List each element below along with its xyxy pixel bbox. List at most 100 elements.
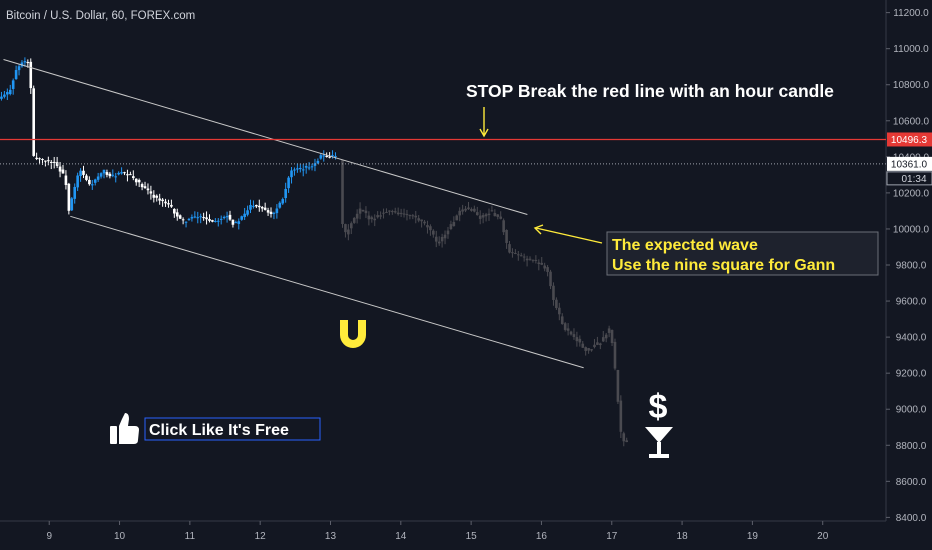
dollar-icon: $ bbox=[649, 388, 668, 426]
price-candle-body bbox=[76, 175, 79, 188]
red-price-badge-bg bbox=[887, 132, 932, 147]
channel-lower-line[interactable] bbox=[70, 215, 584, 369]
projection-candle-body bbox=[470, 208, 473, 211]
projection-candle-body bbox=[373, 218, 377, 221]
projection-candle-body bbox=[408, 215, 412, 217]
price-candle-body bbox=[214, 220, 217, 222]
expected-wave-box: The expected wave Use the nine square fo… bbox=[606, 231, 879, 276]
projection-candle-body bbox=[432, 230, 435, 235]
price-candle-body bbox=[184, 221, 188, 223]
price-candle-body bbox=[208, 219, 211, 221]
projection-candle-body bbox=[473, 208, 476, 212]
price-candle-body bbox=[38, 158, 41, 160]
price-candle-body bbox=[134, 178, 138, 183]
price-candle-body bbox=[6, 92, 9, 95]
current-price-badge-bg bbox=[887, 156, 932, 171]
red-price-label: 10496.3 bbox=[891, 135, 928, 146]
projection-candle-body bbox=[449, 224, 453, 230]
expected-wave-line1: The expected wave bbox=[612, 237, 758, 254]
price-candle-body bbox=[152, 194, 156, 198]
projection-candle-body bbox=[420, 219, 423, 222]
projection-candle-body bbox=[578, 338, 582, 343]
channel-upper-line[interactable] bbox=[3, 59, 528, 216]
projection-candle-body bbox=[496, 214, 500, 217]
price-tick-label: 9600.0 bbox=[896, 297, 927, 308]
projection-candle-body bbox=[555, 299, 558, 309]
price-candle-body bbox=[228, 214, 232, 220]
price-tick-label: 9400.0 bbox=[896, 333, 927, 344]
time-tick-label: 15 bbox=[466, 531, 478, 542]
price-candle-body bbox=[102, 169, 106, 174]
time-tick-label: 13 bbox=[325, 531, 337, 542]
projection-candle-body bbox=[414, 215, 418, 218]
price-candle-body bbox=[216, 220, 220, 222]
projection-candle-body bbox=[540, 262, 544, 265]
projection-candle-body bbox=[511, 252, 514, 254]
price-candle-body bbox=[11, 80, 15, 89]
projection-candle-body bbox=[393, 211, 397, 213]
projection-candle-body bbox=[590, 349, 593, 351]
price-candle-body bbox=[90, 184, 94, 186]
price-candle-body bbox=[79, 170, 82, 177]
projection-candle-body bbox=[484, 214, 488, 217]
price-tick-label: 9000.0 bbox=[896, 405, 927, 416]
price-candle-body bbox=[70, 198, 74, 211]
like-button-label[interactable]: Click Like It's Free bbox=[149, 422, 289, 439]
price-candle-body bbox=[64, 175, 68, 185]
price-tick-label: 8400.0 bbox=[896, 513, 927, 524]
price-candle-body bbox=[278, 202, 282, 208]
projection-candle-body bbox=[499, 216, 503, 219]
magnet-icon bbox=[340, 320, 366, 348]
projection-candle-body bbox=[534, 259, 538, 261]
projection-candle-body bbox=[434, 236, 438, 242]
projection-candle-body bbox=[619, 400, 623, 432]
projection-candle-body bbox=[566, 328, 570, 331]
price-candle-body bbox=[246, 210, 249, 215]
price-candle-body bbox=[237, 221, 241, 224]
projection-candle-body bbox=[604, 334, 608, 339]
like-button[interactable]: Click Like It's Free bbox=[110, 413, 321, 444]
price-candle-body bbox=[211, 220, 214, 222]
price-candle-body bbox=[161, 199, 164, 202]
price-candle-body bbox=[293, 169, 296, 171]
price-candle-body bbox=[304, 166, 308, 168]
price-candle-body bbox=[108, 173, 112, 177]
projection-candle-body bbox=[467, 207, 470, 210]
current-price-badge: 10361.0 01:34 bbox=[886, 156, 932, 186]
price-tick-label: 10000.0 bbox=[893, 224, 930, 235]
time-tick-label: 18 bbox=[677, 531, 689, 542]
price-candle-body bbox=[82, 170, 85, 175]
time-axis[interactable]: 9 10 11 12 13 14 15 16 17 18 19 20 bbox=[46, 521, 829, 542]
expected-wave-frame bbox=[606, 231, 879, 276]
price-candle-body bbox=[316, 160, 320, 164]
projection-candle-body bbox=[344, 224, 347, 233]
projection-candle-body bbox=[599, 343, 602, 346]
projection-candle-body bbox=[364, 210, 368, 214]
price-candle-body bbox=[193, 216, 197, 218]
time-tick-label: 19 bbox=[747, 531, 759, 542]
price-candle-body bbox=[73, 186, 77, 199]
price-candle-body bbox=[85, 175, 88, 180]
projection-candle-body bbox=[379, 215, 382, 217]
price-tick-label: 10800.0 bbox=[893, 80, 930, 91]
price-tick-label: 8800.0 bbox=[896, 441, 927, 452]
projection-candle-body bbox=[352, 217, 356, 223]
price-candle-body bbox=[14, 70, 18, 80]
projection-candle-body bbox=[546, 267, 549, 272]
projection-candle-body bbox=[376, 215, 379, 218]
price-candle-body bbox=[290, 170, 293, 178]
projection-candle-body bbox=[622, 433, 626, 442]
price-candle-body bbox=[173, 208, 176, 214]
price-candle-body bbox=[281, 199, 285, 204]
price-candle-body bbox=[29, 61, 33, 89]
projection-candle-body bbox=[461, 209, 464, 212]
price-candle-body bbox=[155, 195, 159, 198]
projection-candle-body bbox=[490, 210, 494, 212]
candle-group bbox=[0, 57, 337, 230]
projection-candle-body bbox=[443, 234, 447, 239]
projection-candle-body bbox=[613, 341, 617, 369]
projection-candle-body bbox=[417, 218, 420, 221]
projection-candle-body bbox=[607, 328, 611, 333]
projection-candle-body bbox=[355, 213, 359, 219]
like-button-frame[interactable] bbox=[144, 417, 321, 441]
